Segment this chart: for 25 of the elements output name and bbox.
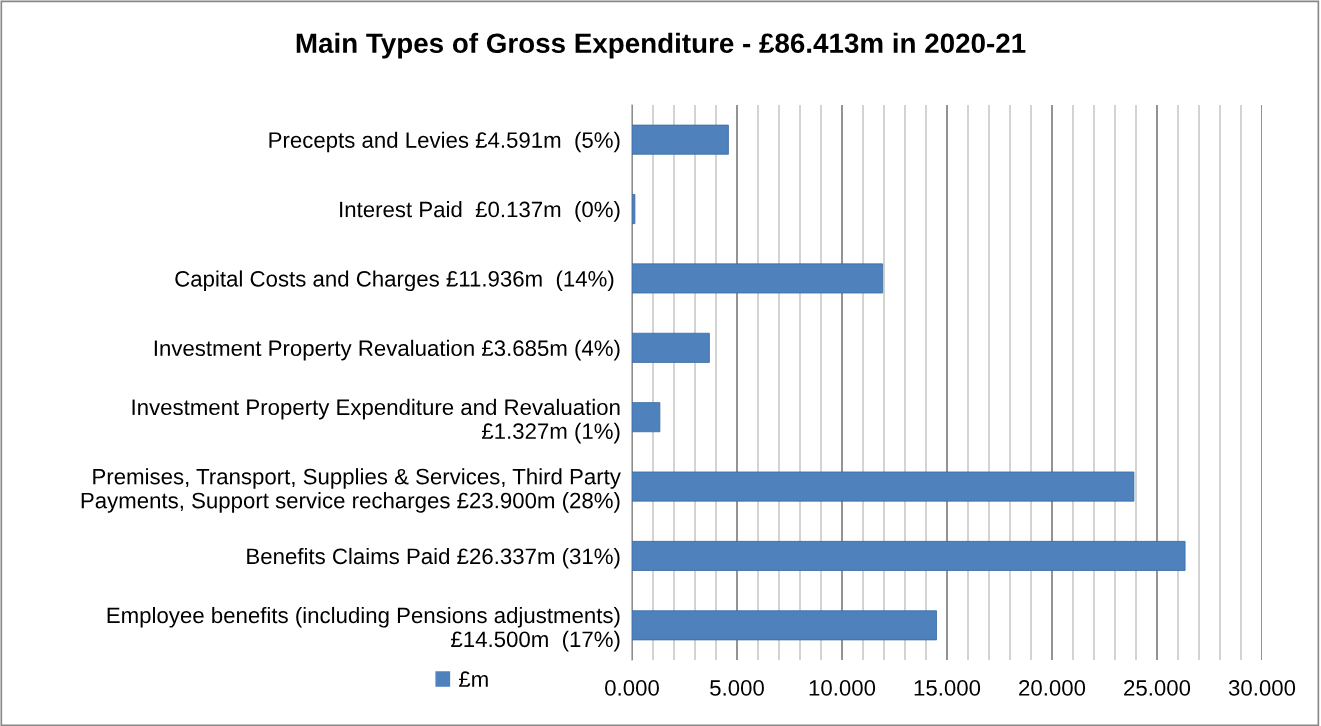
legend-label: £m [458,671,488,687]
x-tick-label: 0.000 [605,680,659,696]
bar [632,263,884,294]
x-tick-label: 15.000 [914,680,981,696]
x-tick-label: 10.000 [809,680,876,696]
y-tick-label: Interest Paid £0.137m (0%) [340,201,620,222]
y-tick-label: Capital Costs and Charges £11.936m (14%) [175,270,614,292]
y-tick-label: Precepts and Levies £4.591m (5%) [269,131,620,153]
y-tick-label: Investment Property Revaluation £3.685m (4%) [154,339,620,361]
chart-title: Main Types of Gross Expenditure - £86.413m in 2020-21 [296,32,1026,59]
bar [632,332,710,363]
x-tick-label: 5.000 [710,680,764,696]
bar [632,402,661,433]
y-tick-label: Benefits Claims Paid £26.337m (31%) [247,547,620,569]
bar [632,124,729,155]
bar [632,540,1186,571]
bar [632,194,636,225]
x-tick-label: 20.000 [1019,680,1086,696]
y-tick-label: Premises, Transport, Supplies & Services, Third Party Payments, Support service recharges £23.900m (28%) [81,468,621,513]
x-tick-label: 25.000 [1124,680,1191,696]
x-tick-label: 30.000 [1228,680,1296,696]
bar [632,610,937,641]
bar [632,471,1135,502]
y-tick-label: Investment Property Expenditure and Revaluation £1.327m (1%) [132,398,620,444]
y-tick-label: Employee benefits (including Pensions adjustments) £14.500m (17%) [107,606,620,652]
